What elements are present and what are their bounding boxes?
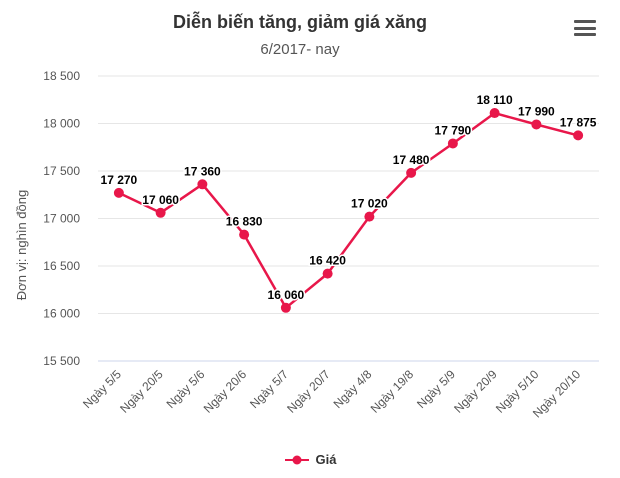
- data-point: [239, 229, 250, 240]
- x-tick-label: Ngày 19/8: [368, 367, 417, 416]
- menu-bar: [574, 33, 596, 36]
- legend-label: Giá: [315, 452, 337, 467]
- legend-item-gia[interactable]: Giá: [284, 452, 337, 467]
- data-label: 16 420: [309, 254, 346, 268]
- y-tick-label: 18 000: [43, 117, 80, 131]
- data-point: [280, 302, 291, 313]
- series-line-gia: [118, 111, 579, 310]
- chart-subtitle: 6/2017- nay: [260, 41, 340, 58]
- data-point: [155, 207, 166, 218]
- x-tick-label: Ngày 20/9: [451, 367, 500, 416]
- hamburger-menu-icon[interactable]: [574, 20, 596, 38]
- data-point: [113, 187, 124, 198]
- data-point: [447, 138, 458, 149]
- data-point: [406, 167, 417, 178]
- data-label: 17 480: [393, 153, 430, 167]
- legend-marker-icon: [284, 455, 309, 464]
- data-point: [573, 130, 584, 141]
- series-line: [118, 111, 579, 310]
- y-axis-ticks: 15 500 16 000 16 500 17 000 17 500 18 000 18 5…: [43, 69, 80, 368]
- data-label: 17 790: [435, 123, 472, 137]
- data-label: 18 110: [477, 93, 513, 107]
- data-label: 17 875: [560, 115, 597, 129]
- grid-lines: [98, 75, 599, 362]
- menu-bar: [574, 26, 596, 30]
- y-tick-label: 16 500: [43, 259, 80, 273]
- data-labels: 17 270 17 060 17 360 16 830 16 060 16 420 17 0…: [99, 92, 598, 304]
- data-label: 16 830: [226, 215, 263, 229]
- data-label: 17 360: [184, 164, 221, 178]
- y-tick-label: 15 500: [43, 354, 80, 368]
- y-axis-label: Đơn vị: nghìn đồng: [14, 190, 29, 300]
- data-label: 17 020: [351, 197, 388, 211]
- data-label: 17 990: [518, 104, 555, 118]
- data-label: 17 060: [142, 193, 179, 207]
- y-tick-label: 17 500: [43, 164, 80, 178]
- x-tick-label: Ngày 20/6: [201, 367, 250, 416]
- y-tick-label: 16 000: [43, 307, 80, 321]
- data-point: [531, 119, 542, 130]
- data-point: [364, 211, 375, 222]
- y-tick-label: 18 500: [43, 69, 80, 83]
- menu-bar: [574, 20, 596, 23]
- data-label: 17 270: [101, 173, 138, 187]
- y-tick-label: 17 000: [43, 212, 80, 226]
- data-point: [197, 179, 208, 190]
- data-points: [113, 108, 584, 313]
- data-point: [489, 108, 500, 119]
- chart-title: Diễn biến tăng, giảm giá xăng: [172, 12, 428, 32]
- legend: Giá: [0, 452, 620, 471]
- data-label: 16 060: [268, 288, 305, 302]
- x-tick-label: Ngày 20/7: [284, 367, 333, 416]
- x-tick-label: Ngày 20/5: [117, 367, 166, 416]
- data-point: [322, 268, 333, 279]
